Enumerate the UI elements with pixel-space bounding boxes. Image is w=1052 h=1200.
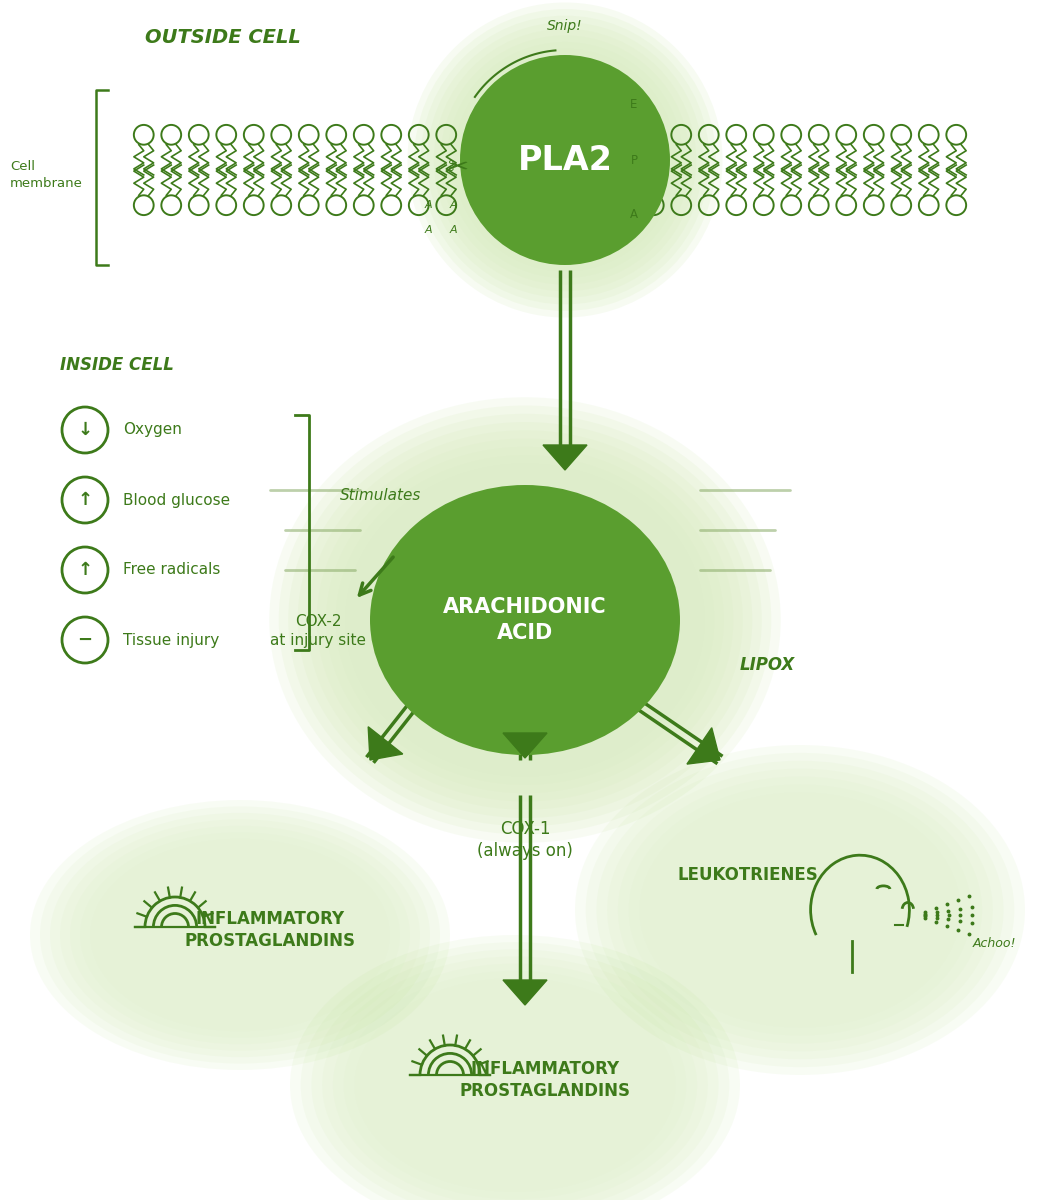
Polygon shape bbox=[687, 727, 720, 764]
Text: Cell
membrane: Cell membrane bbox=[11, 160, 83, 190]
Ellipse shape bbox=[421, 16, 709, 305]
Polygon shape bbox=[503, 980, 547, 1006]
Text: E: E bbox=[630, 98, 638, 112]
Text: Achoo!: Achoo! bbox=[972, 937, 1015, 950]
Text: Free radicals: Free radicals bbox=[123, 563, 220, 577]
Polygon shape bbox=[368, 727, 403, 760]
Text: A: A bbox=[424, 226, 431, 235]
Ellipse shape bbox=[288, 414, 762, 827]
Text: ↓: ↓ bbox=[78, 421, 93, 439]
Ellipse shape bbox=[290, 935, 740, 1200]
Ellipse shape bbox=[279, 406, 771, 834]
Ellipse shape bbox=[596, 761, 1004, 1060]
Ellipse shape bbox=[31, 800, 450, 1070]
Polygon shape bbox=[503, 733, 547, 758]
Text: Snip!: Snip! bbox=[547, 19, 583, 32]
Text: COX-1
(always on): COX-1 (always on) bbox=[477, 820, 573, 860]
Text: Oxygen: Oxygen bbox=[123, 422, 182, 438]
Text: P: P bbox=[630, 154, 638, 167]
Text: ARACHIDONIC
ACID: ARACHIDONIC ACID bbox=[443, 596, 607, 643]
Ellipse shape bbox=[301, 942, 729, 1200]
Text: INSIDE CELL: INSIDE CELL bbox=[60, 356, 174, 374]
Text: ✂: ✂ bbox=[447, 156, 468, 180]
Text: Stimulates: Stimulates bbox=[340, 488, 422, 503]
Text: A: A bbox=[424, 200, 431, 210]
Ellipse shape bbox=[414, 10, 716, 311]
Ellipse shape bbox=[50, 812, 430, 1057]
Ellipse shape bbox=[40, 806, 440, 1063]
Ellipse shape bbox=[370, 485, 680, 755]
Text: LEUKOTRIENES: LEUKOTRIENES bbox=[677, 866, 818, 884]
Text: COX-2
at injury site: COX-2 at injury site bbox=[270, 614, 366, 648]
Ellipse shape bbox=[407, 2, 723, 318]
Text: Blood glucose: Blood glucose bbox=[123, 492, 230, 508]
Text: A: A bbox=[449, 200, 457, 210]
Text: OUTSIDE CELL: OUTSIDE CELL bbox=[145, 28, 301, 47]
Ellipse shape bbox=[427, 22, 703, 298]
Text: A: A bbox=[630, 209, 638, 222]
Text: Tissue injury: Tissue injury bbox=[123, 632, 219, 648]
Ellipse shape bbox=[311, 949, 719, 1200]
Ellipse shape bbox=[586, 752, 1014, 1067]
Text: A: A bbox=[449, 226, 457, 235]
Text: ↑: ↑ bbox=[78, 491, 93, 509]
Text: INFLAMMATORY
PROSTAGLANDINS: INFLAMMATORY PROSTAGLANDINS bbox=[460, 1060, 630, 1100]
Circle shape bbox=[460, 55, 670, 265]
Ellipse shape bbox=[298, 422, 752, 818]
Text: PLA2: PLA2 bbox=[518, 144, 612, 176]
Ellipse shape bbox=[269, 397, 781, 842]
Text: ↑: ↑ bbox=[78, 560, 93, 578]
Text: LIPOX: LIPOX bbox=[740, 656, 795, 674]
Text: INFLAMMATORY
PROSTAGLANDINS: INFLAMMATORY PROSTAGLANDINS bbox=[184, 910, 356, 950]
Ellipse shape bbox=[575, 745, 1025, 1075]
Polygon shape bbox=[543, 445, 587, 470]
Text: −: − bbox=[78, 631, 93, 649]
